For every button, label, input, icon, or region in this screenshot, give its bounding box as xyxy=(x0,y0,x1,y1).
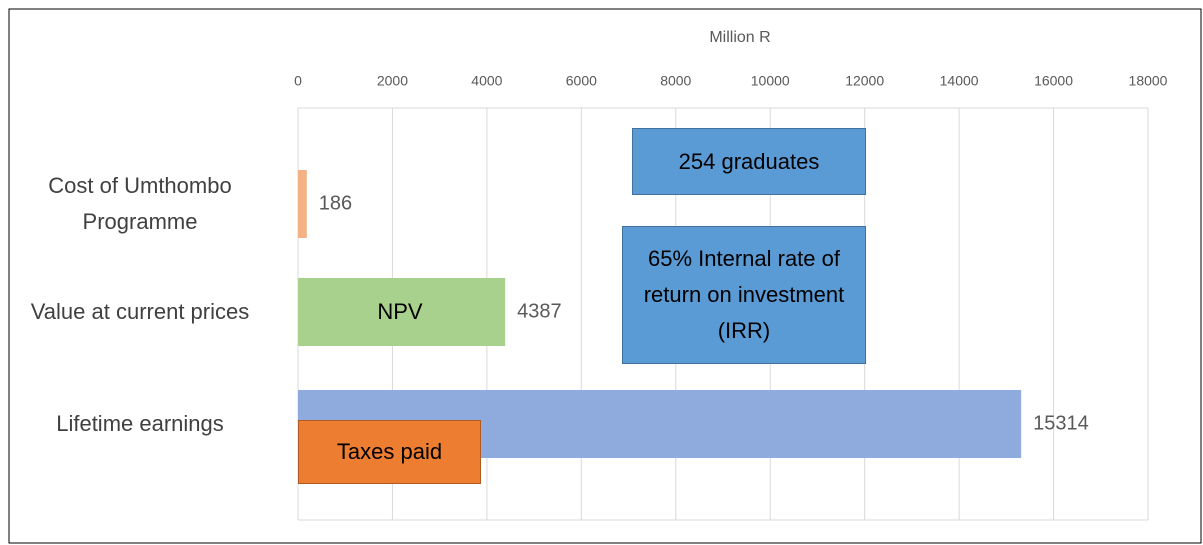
x-tick-label: 6000 xyxy=(566,73,597,89)
x-tick-label: 2000 xyxy=(377,73,408,89)
annotation-box: 65% Internal rate of return on investmen… xyxy=(622,226,866,364)
annotation-box: Taxes paid xyxy=(298,420,481,484)
bar xyxy=(298,278,506,346)
bar xyxy=(298,170,307,238)
x-tick-label: 16000 xyxy=(1034,73,1073,89)
x-tick-label: 4000 xyxy=(471,73,502,89)
annotation-text: NPV xyxy=(377,299,423,324)
x-tick-label: 14000 xyxy=(940,73,979,89)
x-tick-label: 12000 xyxy=(845,73,884,89)
annotation-box: 254 graduates xyxy=(632,128,866,195)
frame xyxy=(8,8,1202,544)
x-tick-label: 8000 xyxy=(660,73,691,89)
category-label: Cost of Umthombo Programme xyxy=(48,173,232,234)
value-label: 15314 xyxy=(1033,412,1089,434)
x-tick-label: 18000 xyxy=(1129,73,1168,89)
value-label: 186 xyxy=(319,192,352,214)
value-label: 4387 xyxy=(517,300,562,322)
category-label: Value at current prices xyxy=(30,299,250,324)
category-label: Lifetime earnings xyxy=(56,411,224,436)
x-tick-label: 0 xyxy=(294,73,302,89)
x-tick-label: 10000 xyxy=(751,73,790,89)
x-axis-title: Million R xyxy=(709,29,770,46)
